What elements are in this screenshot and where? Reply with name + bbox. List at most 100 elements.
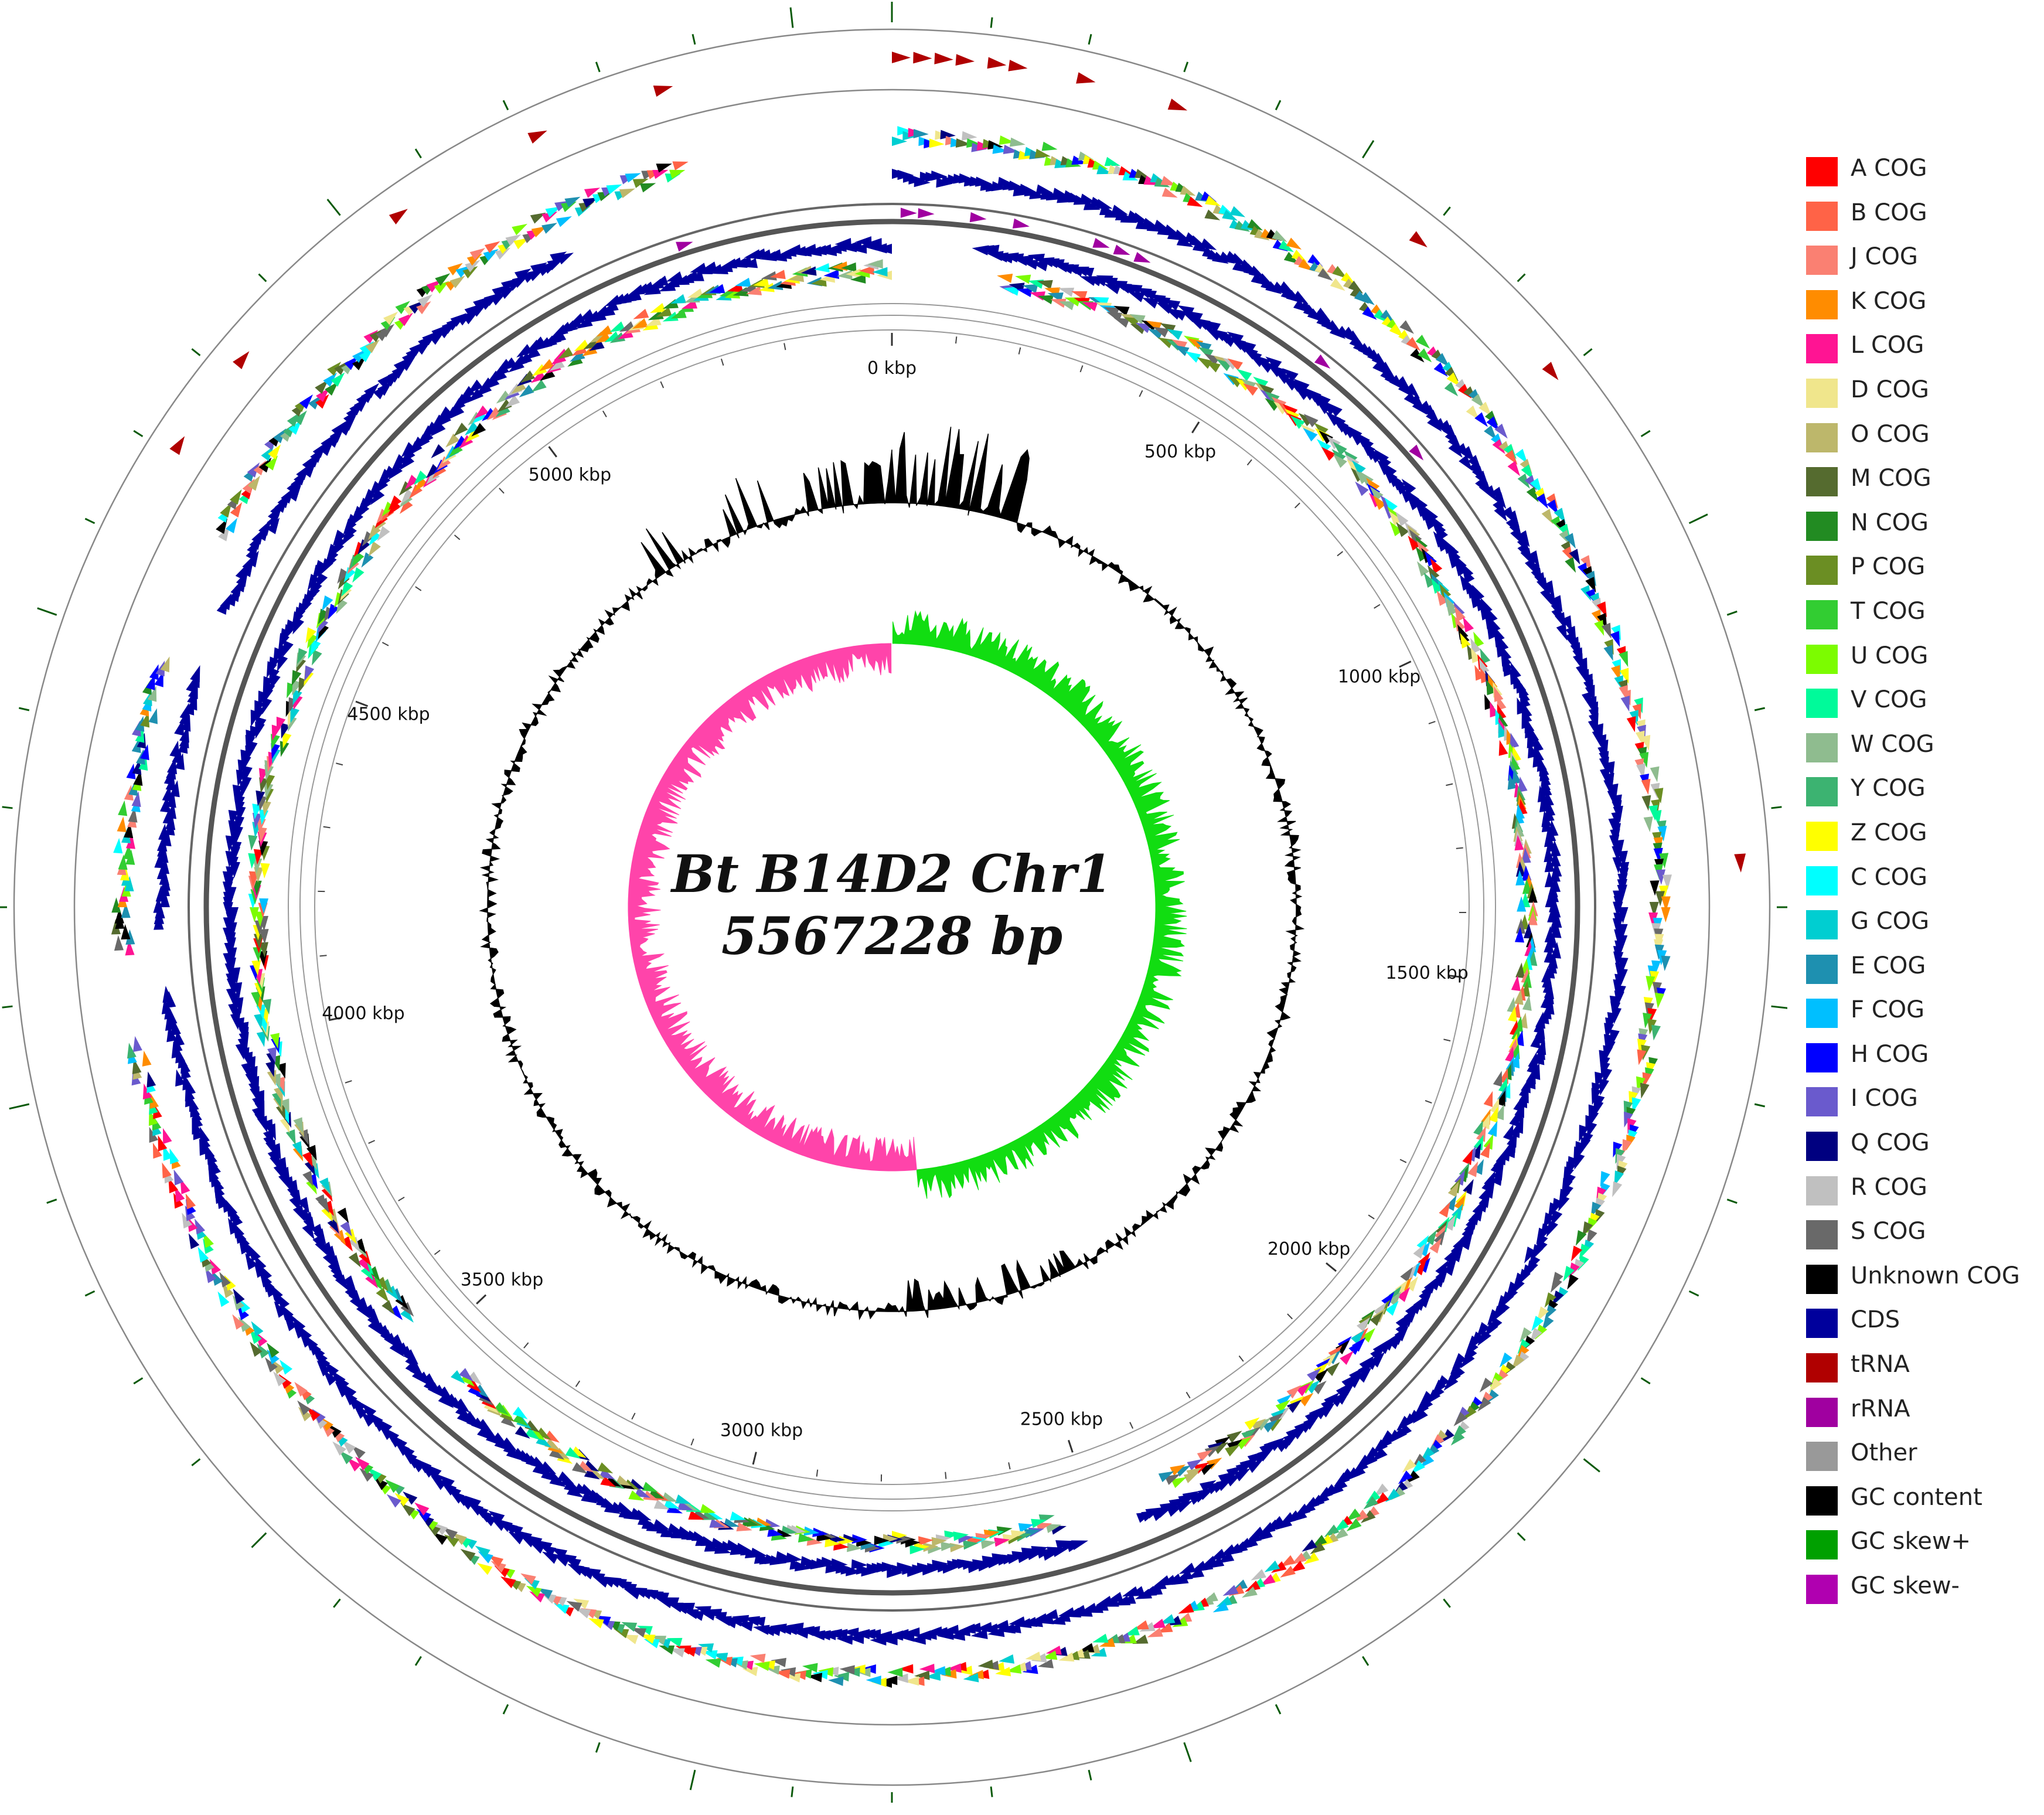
scale-minor-tick xyxy=(368,1140,376,1144)
cog-feature xyxy=(709,1518,725,1528)
cog-feature xyxy=(445,433,460,448)
cog-feature xyxy=(1511,975,1521,992)
cog-feature xyxy=(1480,1113,1490,1130)
cog-feature xyxy=(530,370,546,383)
cds-feature xyxy=(159,857,170,874)
cog-feature xyxy=(247,475,260,491)
cog-track-minus xyxy=(248,259,1538,1555)
cog-feature xyxy=(187,1216,198,1232)
cog-feature xyxy=(941,1541,956,1551)
cog-feature xyxy=(114,935,124,951)
cog-feature xyxy=(121,924,131,940)
cds-feature xyxy=(364,383,380,399)
cog-feature xyxy=(825,1538,840,1548)
cog-feature xyxy=(1416,1235,1429,1251)
tick-mark xyxy=(1362,140,1375,159)
cds-feature xyxy=(331,1370,346,1386)
cog-feature xyxy=(211,1270,223,1286)
cog-feature xyxy=(1655,993,1665,1009)
cog-feature xyxy=(1650,971,1660,987)
cog-feature xyxy=(1092,1633,1109,1643)
cds-feature xyxy=(1103,284,1121,295)
cog-feature xyxy=(1463,617,1474,633)
scale-minor-tick xyxy=(1008,1462,1011,1470)
legend-label: tRNA xyxy=(1851,1351,1910,1378)
cog-feature xyxy=(247,462,260,478)
cog-feature xyxy=(1380,309,1395,324)
cog-feature xyxy=(1303,428,1318,442)
legend-label: Y COG xyxy=(1851,775,1926,802)
cog-feature xyxy=(597,1462,614,1474)
cog-feature xyxy=(1205,195,1221,206)
cog-feature xyxy=(1511,1354,1525,1370)
cds-feature xyxy=(322,1252,336,1269)
cog-feature xyxy=(1402,1459,1417,1473)
legend-swatch xyxy=(1806,1575,1838,1604)
cog-feature xyxy=(1366,478,1380,493)
cog-feature xyxy=(1463,1179,1474,1195)
tick-mark xyxy=(2,806,13,809)
cds-feature xyxy=(887,1568,904,1578)
cog-feature xyxy=(155,660,165,677)
cog-feature xyxy=(352,349,367,363)
cds-feature xyxy=(500,1437,517,1452)
cds-feature xyxy=(377,380,393,396)
scale-label: 1000 kbp xyxy=(1338,666,1420,687)
cds-feature xyxy=(323,1370,338,1386)
cog-feature xyxy=(1470,638,1481,654)
cds-feature xyxy=(258,519,272,536)
cog-feature xyxy=(1657,826,1667,842)
cog-feature xyxy=(930,1666,946,1676)
cog-feature xyxy=(1405,1470,1420,1484)
cds-feature xyxy=(1294,386,1310,400)
cog-feature xyxy=(1265,398,1280,411)
cds-feature xyxy=(524,346,541,360)
cog-feature xyxy=(248,835,258,851)
cog-feature xyxy=(1476,1126,1486,1142)
cog-feature xyxy=(1003,286,1020,296)
cog-feature xyxy=(1317,268,1333,281)
cog-feature xyxy=(1374,1483,1389,1497)
cog-feature xyxy=(118,854,128,870)
cog-feature xyxy=(1622,1139,1632,1155)
cog-feature xyxy=(275,1104,285,1121)
cds-feature xyxy=(942,1625,959,1635)
tick-mark xyxy=(133,430,144,437)
cog-feature xyxy=(723,1518,740,1528)
cog-feature xyxy=(114,908,124,924)
cog-feature xyxy=(1413,1243,1426,1259)
legend-item: S COG xyxy=(1806,1217,2040,1261)
cog-feature xyxy=(674,1494,691,1504)
cog-feature xyxy=(467,1371,482,1385)
cds-feature xyxy=(367,1319,383,1336)
cog-feature xyxy=(771,1657,786,1667)
cds-feature xyxy=(343,525,357,542)
cds-feature xyxy=(438,1393,454,1408)
cog-feature xyxy=(357,1257,370,1272)
tick-mark xyxy=(1088,1769,1092,1781)
cog-feature xyxy=(840,262,857,272)
cog-feature xyxy=(1187,338,1204,350)
cog-feature xyxy=(1508,1006,1517,1022)
legend-swatch xyxy=(1806,1397,1838,1427)
scale-minor-tick xyxy=(945,1472,947,1479)
cog-feature xyxy=(1640,1082,1650,1099)
cog-feature xyxy=(1015,274,1031,284)
cog-feature xyxy=(367,1467,382,1482)
cds-feature xyxy=(1503,1123,1514,1141)
cog-feature xyxy=(1563,1265,1575,1282)
cog-feature xyxy=(1280,1555,1296,1567)
cog-feature xyxy=(1204,209,1221,220)
cog-feature xyxy=(1439,1201,1450,1218)
legend-label: S COG xyxy=(1851,1218,1926,1245)
cog-feature xyxy=(1526,486,1539,502)
tick-mark xyxy=(1726,1198,1738,1204)
legend-swatch xyxy=(1806,644,1838,674)
outer-tick-marks xyxy=(0,2,1787,1803)
cog-feature xyxy=(1399,320,1414,334)
cog-feature xyxy=(761,271,777,281)
cog-feature xyxy=(709,284,725,294)
cog-feature xyxy=(1275,1399,1290,1413)
cds-feature xyxy=(430,421,446,437)
cog-feature xyxy=(1185,351,1201,363)
